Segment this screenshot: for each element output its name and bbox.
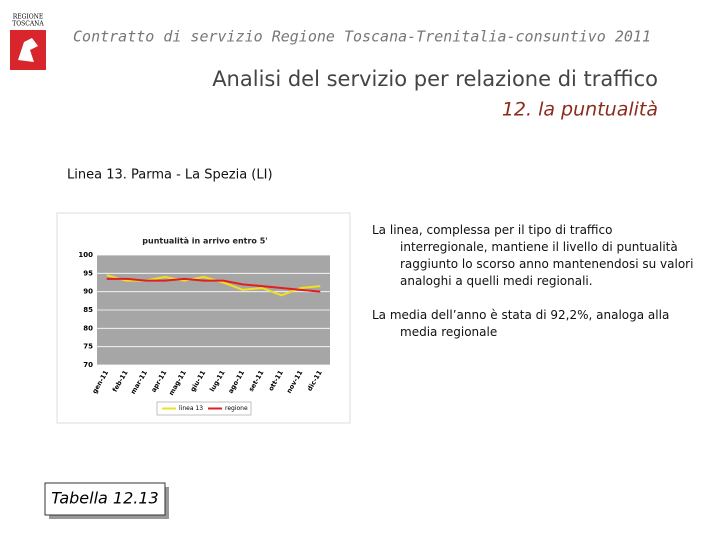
y-tick-label: 80 bbox=[83, 324, 93, 332]
page-title: Analisi del servizio per relazione di tr… bbox=[212, 67, 658, 91]
note: La linea, complessa per il tipo di traff… bbox=[372, 223, 694, 288]
legend-label: regione bbox=[225, 405, 248, 412]
y-tick-label: 75 bbox=[83, 343, 93, 351]
y-tick-label: 100 bbox=[78, 251, 93, 259]
legend-box bbox=[156, 401, 252, 416]
logo-text: TOSCANA bbox=[12, 21, 44, 28]
chart-title: puntualità in arrivo entro 5' bbox=[142, 237, 267, 246]
y-tick-label: 85 bbox=[83, 306, 93, 314]
header-caption: Contratto di servizio Regione Toscana-Tr… bbox=[73, 28, 651, 46]
section-label: Linea 13. Parma - La Spezia (LI) bbox=[67, 168, 273, 183]
note: La media dell’anno è stata di 92,2%, ana… bbox=[372, 308, 670, 339]
logo-horse bbox=[18, 38, 38, 62]
y-tick-label: 90 bbox=[83, 288, 93, 296]
chart: puntualità in arrivo entro 5' 70 75 80 85 90… bbox=[56, 212, 351, 424]
y-tick-label: 70 bbox=[83, 361, 93, 369]
page-subtitle: 12. la puntualità bbox=[502, 99, 658, 121]
y-tick-label: 95 bbox=[83, 269, 93, 277]
table-box bbox=[44, 482, 166, 516]
logo: REGIONE TOSCANA bbox=[10, 14, 46, 70]
logo-text: REGIONE bbox=[13, 14, 44, 21]
table-label: Tabella 12.13 bbox=[51, 489, 158, 508]
legend-label: linea 13 bbox=[179, 405, 203, 412]
series-line bbox=[106, 277, 321, 293]
